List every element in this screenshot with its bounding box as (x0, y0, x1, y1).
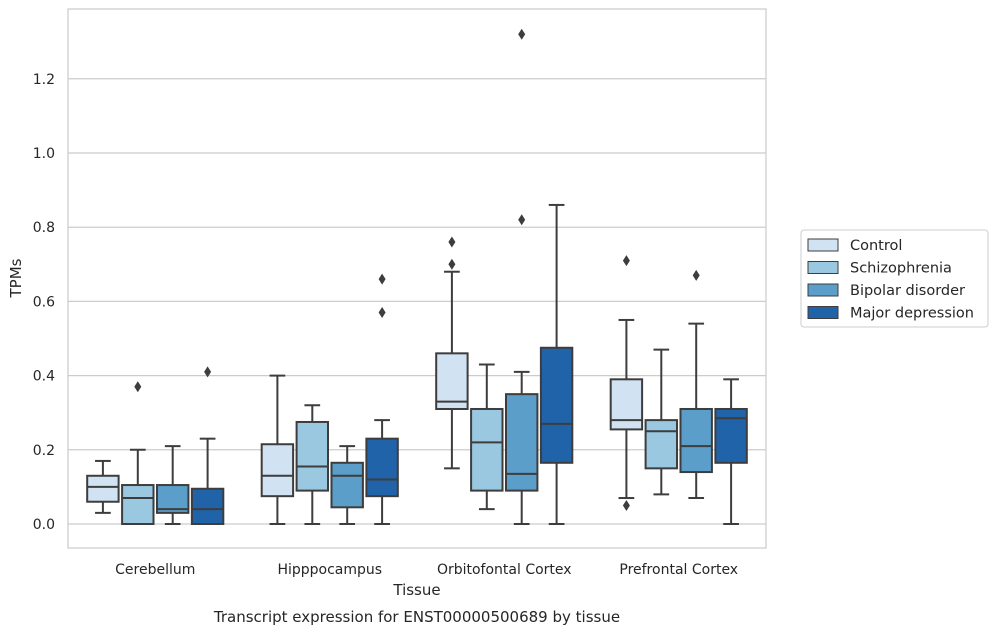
x-tick-label: Hipppocampus (277, 562, 382, 578)
box-cerebellum-control (86, 459, 120, 514)
box-iqr (609, 378, 644, 431)
legend-label: Schizophrenia (850, 261, 952, 277)
legend-label: Control (850, 238, 902, 254)
box-series (86, 28, 748, 526)
plot-frame (67, 8, 767, 549)
box-orbitofontal-cortex-major-depression (539, 203, 574, 525)
outlier-point (518, 214, 526, 226)
x-tick-label: Prefrontal Cortex (619, 562, 738, 578)
box-prefrontal-cortex-bipolar-disorder (679, 269, 713, 500)
chart-caption: Transcript expression for ENST0000050068… (213, 608, 620, 626)
outlier-point (204, 366, 212, 378)
box-orbitofontal-cortex-bipolar-disorder (504, 28, 539, 525)
outlier-point (622, 499, 630, 511)
box-orbitofontal-cortex-schizophrenia (470, 363, 504, 511)
box-cerebellum-bipolar-disorder (155, 445, 190, 525)
outlier-point (448, 258, 456, 270)
outlier-point (378, 307, 386, 319)
box-iqr (504, 393, 539, 492)
box-iqr (190, 487, 225, 526)
outlier-point (622, 255, 630, 267)
box-iqr (714, 407, 748, 464)
legend-frame (800, 229, 989, 328)
box-iqr (644, 419, 679, 470)
legend-label: Major depression (850, 306, 974, 322)
box-prefrontal-cortex-major-depression (714, 378, 748, 525)
box-hipppocampus-schizophrenia (295, 404, 330, 525)
legend-swatch (807, 238, 839, 252)
x-axis-label: Tissue (392, 581, 440, 599)
box-hipppocampus-major-depression (365, 273, 399, 525)
y-tick-label: 0.8 (33, 220, 55, 236)
box-iqr (365, 437, 399, 498)
y-tick-label: 0.2 (33, 443, 55, 459)
box-cerebellum-major-depression (190, 366, 225, 526)
y-tick-label: 0.0 (33, 517, 55, 533)
outlier-point (692, 269, 700, 281)
box-iqr (679, 407, 713, 474)
y-axis-label: TPMs (7, 258, 25, 298)
legend-label: Bipolar disorder (850, 283, 965, 299)
outlier-point (378, 273, 386, 285)
box-orbitofontal-cortex-control (435, 236, 469, 470)
legend-swatch (807, 283, 839, 297)
y-tick-label: 1.2 (33, 72, 55, 88)
y-tick-label: 1.0 (33, 146, 55, 162)
box-iqr (330, 461, 364, 509)
y-tick-label: 0.6 (33, 294, 55, 310)
box-cerebellum-schizophrenia (121, 381, 155, 526)
box-prefrontal-cortex-schizophrenia (644, 348, 679, 496)
box-iqr (86, 474, 120, 503)
y-tick-labels: 0.0 0.2 0.4 0.6 0.8 1.0 1.2 (33, 72, 55, 533)
y-tick-label: 0.4 (33, 369, 55, 385)
box-hipppocampus-bipolar-disorder (330, 445, 364, 525)
box-iqr (121, 484, 155, 526)
outlier-point (134, 381, 142, 393)
legend-swatch (807, 261, 839, 274)
box-prefrontal-cortex-control (609, 255, 644, 511)
outlier-point (518, 28, 526, 40)
box-iqr (435, 352, 469, 410)
x-tick-labels: Cerebellum Hipppocampus Orbitofontal Corte… (115, 562, 738, 578)
outlier-point (448, 236, 456, 248)
box-iqr (260, 443, 295, 498)
box-iqr (295, 420, 330, 492)
legend-swatch (807, 306, 839, 319)
box-iqr (470, 407, 504, 492)
box-hipppocampus-control (260, 374, 295, 525)
box-iqr (539, 346, 574, 464)
legend: Control Schizophrenia Bipolar disorder Majo… (800, 229, 989, 328)
grid-lines (68, 78, 766, 525)
x-tick-label: Cerebellum (115, 562, 195, 578)
x-tick-label: Orbitofontal Cortex (437, 562, 572, 578)
